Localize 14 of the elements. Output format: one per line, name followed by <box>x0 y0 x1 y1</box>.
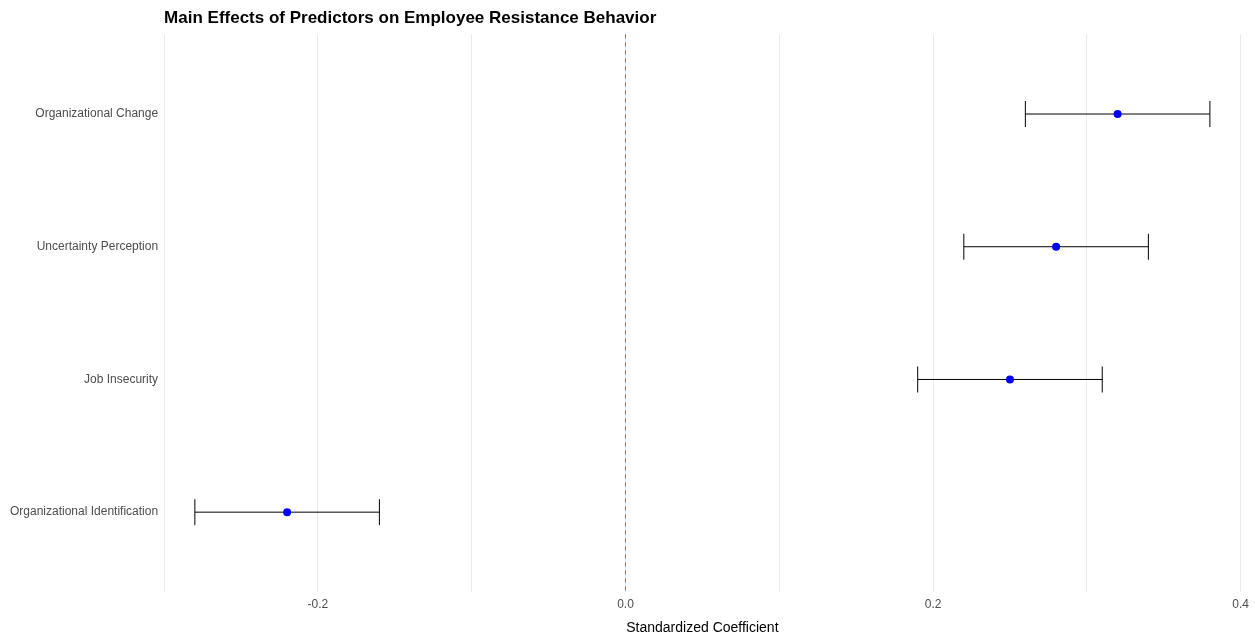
x-axis-title: Standardized Coefficient <box>626 619 779 636</box>
point <box>283 508 292 517</box>
point <box>1113 110 1122 119</box>
y-tick-label: Organizational Identification <box>10 504 159 519</box>
y-tick-label: Uncertainty Perception <box>36 239 159 254</box>
x-tick-label: -0.2 <box>307 597 329 612</box>
point <box>1052 242 1061 251</box>
point <box>1005 375 1014 384</box>
y-tick-label: Job Insecurity <box>84 371 159 386</box>
y-tick-label: Organizational Change <box>35 106 159 121</box>
x-tick-label: 0.4 <box>1232 597 1250 612</box>
chart-title: Main Effects of Predictors on Employee Resistance Behavior <box>164 7 657 27</box>
x-tick-label: 0.0 <box>617 597 635 612</box>
x-tick-label: 0.2 <box>924 597 942 612</box>
